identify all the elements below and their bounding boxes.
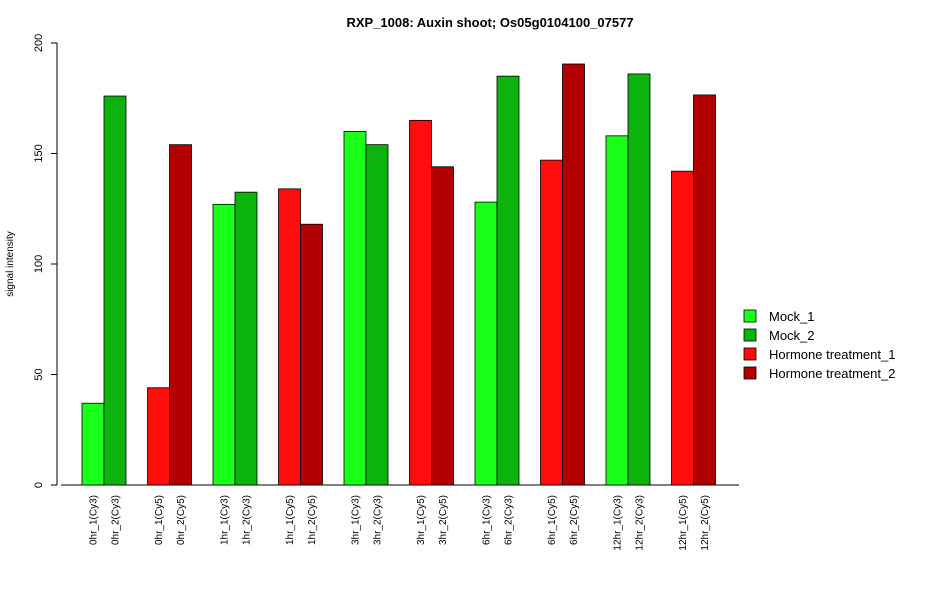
chart-title: RXP_1008: Auxin shoot; Os05g0104100_0757… (346, 15, 633, 30)
bar (409, 119, 432, 486)
x-tick-label: 3hr_2(Cy3) (373, 495, 384, 545)
bar (81, 402, 105, 486)
x-tick-label: 0hr_2(Cy5) (176, 495, 187, 545)
x-tick-label: 6hr_1(Cy3) (482, 495, 493, 545)
y-axis: 0 50 100 150 200 (33, 34, 58, 488)
x-tick-label: 0hr_1(Cy5) (154, 495, 165, 545)
bar (540, 159, 563, 486)
x-tick-label: 12hr_2(Cy5) (700, 495, 711, 551)
bar (474, 201, 498, 486)
bar (671, 170, 694, 486)
x-tick-label: 1hr_1(Cy5) (285, 495, 296, 545)
x-tick-label: 1hr_2(Cy5) (307, 495, 318, 545)
bar (605, 135, 629, 486)
x-tick-label: 12hr_1(Cy3) (613, 495, 624, 551)
legend-label: Hormone treatment_1 (769, 347, 895, 362)
x-tick-label: 0hr_2(Cy3) (111, 495, 122, 545)
x-tick-label: 1hr_1(Cy3) (220, 495, 231, 545)
legend-swatch (743, 366, 757, 380)
x-tick-label: 12hr_2(Cy3) (635, 495, 646, 551)
bars (61, 63, 739, 486)
y-axis-label: signal intensity (5, 231, 16, 297)
bar (693, 94, 716, 486)
x-tick-label: 12hr_1(Cy5) (678, 495, 689, 551)
bar (147, 387, 170, 486)
y-tick-label: 50 (33, 368, 45, 380)
bar (627, 73, 651, 486)
bar (343, 130, 367, 486)
y-tick-label: 200 (33, 34, 45, 52)
legend: Mock_1 Mock_2 Hormone treatment_1 Hormone t… (743, 309, 895, 381)
legend-swatch (743, 328, 757, 342)
bar (365, 144, 389, 486)
legend-label: Hormone treatment_2 (769, 366, 895, 381)
bar (496, 75, 520, 486)
bar (431, 166, 454, 486)
bar (103, 95, 127, 486)
bar (169, 144, 192, 486)
bar (278, 188, 301, 486)
x-tick-label: 6hr_2(Cy3) (504, 495, 515, 545)
bar (212, 203, 236, 486)
x-tick-label: 3hr_1(Cy5) (416, 495, 427, 545)
x-tick-label: 6hr_2(Cy5) (569, 495, 580, 545)
x-tick-labels: 0hr_1(Cy3) 0hr_2(Cy3) 0hr_1(Cy5) 0hr_2(Cy5)… (89, 495, 712, 551)
legend-label: Mock_2 (769, 328, 815, 343)
legend-label: Mock_1 (769, 309, 815, 324)
y-tick-label: 0 (33, 482, 45, 488)
bar (562, 63, 585, 486)
bar (234, 191, 258, 486)
legend-swatch (743, 347, 757, 361)
y-tick-label: 150 (33, 144, 45, 162)
x-tick-label: 3hr_1(Cy3) (351, 495, 362, 545)
legend-swatch (743, 309, 757, 323)
bar (300, 223, 323, 486)
x-tick-label: 1hr_2(Cy3) (242, 495, 253, 545)
x-tick-label: 3hr_2(Cy5) (438, 495, 449, 545)
x-tick-label: 0hr_1(Cy3) (89, 495, 100, 545)
y-tick-label: 100 (33, 255, 45, 273)
x-tick-label: 6hr_1(Cy5) (547, 495, 558, 545)
